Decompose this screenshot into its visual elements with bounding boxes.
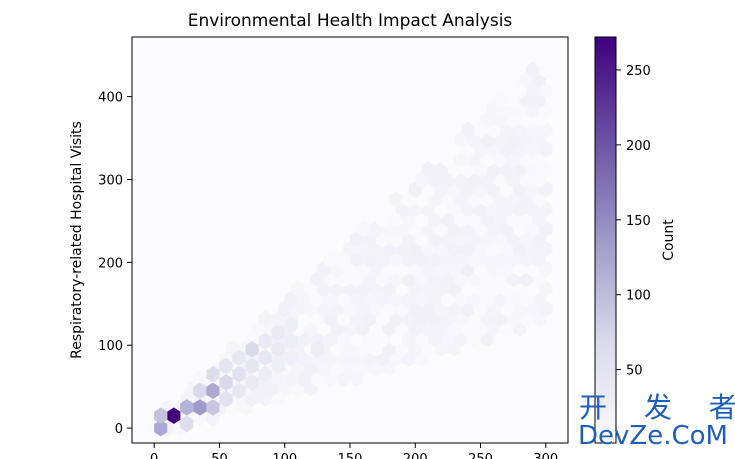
y-tick-label: 200 <box>98 256 123 271</box>
hexbin-cells <box>154 316 324 437</box>
x-tick-label: 250 <box>468 452 493 459</box>
hexbin-cell <box>284 316 298 333</box>
hexbin-cell <box>193 382 207 399</box>
colorbar-tick-label: 50 <box>626 364 643 379</box>
hexbin-cell <box>180 415 194 433</box>
hexbin-cell <box>245 341 259 358</box>
hexbin-cell <box>245 357 259 375</box>
hexbin-cell <box>421 161 435 178</box>
hexbin-cell <box>323 250 337 268</box>
y-tick-label: 100 <box>98 339 123 354</box>
hexbin-cell <box>193 399 207 416</box>
hexbin-cell <box>284 349 298 366</box>
hexbin-cell <box>219 357 233 375</box>
hexbin-cell <box>258 310 272 327</box>
colorbar <box>594 36 617 444</box>
hexbin-cell <box>232 382 246 399</box>
x-tick-label: 200 <box>403 452 428 459</box>
y-tick-label: 0 <box>115 422 123 437</box>
hexbin-cell <box>539 61 553 79</box>
hexbin-cell <box>180 399 194 416</box>
x-tick-label: 150 <box>338 452 363 459</box>
hexbin-cell <box>271 341 285 358</box>
y-tick-label: 300 <box>98 174 123 189</box>
colorbar-tick-label: 150 <box>626 214 651 229</box>
hexbin-cell <box>206 399 220 416</box>
watermark-logo: 开 发 者 DevZe.CoM <box>576 392 735 459</box>
hexbin-cell <box>206 382 220 399</box>
hexbin-cell <box>284 332 298 350</box>
hexbin-cell <box>154 407 168 424</box>
hexbin-cell <box>167 407 181 424</box>
hexbin-cell <box>219 390 233 408</box>
y-tick-label: 400 <box>98 91 123 106</box>
x-tick-label: 0 <box>150 452 158 459</box>
hexbin-cell <box>206 366 220 383</box>
x-axis: 0 50 100 150 200 250 300 <box>150 443 558 459</box>
hexbin-cell <box>271 357 285 375</box>
hexbin-cell <box>258 332 272 350</box>
hexbin-cell <box>245 374 259 391</box>
hexbin-cell <box>356 221 370 238</box>
x-tick-label: 300 <box>533 452 558 459</box>
watermark-site-text: DevZe.CoM <box>578 421 728 451</box>
colorbar-tick-label: 100 <box>626 289 651 304</box>
hexbin-cell <box>389 191 403 208</box>
hexbin-cell <box>460 121 475 138</box>
y-axis-label: Respiratory-related Hospital Visits <box>69 121 85 359</box>
hexbin-cell <box>258 366 272 383</box>
colorbar-tick-label: 200 <box>626 139 651 154</box>
hexbin-cell <box>310 341 324 358</box>
hexbin-cell <box>219 374 233 391</box>
colorbar-ticks: 50 100 150 200 250 <box>616 64 651 379</box>
hexbin-cell <box>291 280 305 298</box>
watermark-chinese-text: 开 发 者 <box>579 391 735 424</box>
hexbin-cell <box>154 419 168 437</box>
hexbin-cell <box>258 349 272 366</box>
hexbin-cell <box>526 61 540 79</box>
y-axis: 0 100 200 300 400 <box>98 91 132 437</box>
hexbin-cell <box>232 366 246 383</box>
x-tick-label: 100 <box>272 452 297 459</box>
chart-title: Environmental Health Impact Analysis <box>188 11 513 31</box>
hexbin-cell <box>271 324 285 341</box>
colorbar-label: Count <box>661 219 677 261</box>
hexbin-cell <box>193 370 207 387</box>
hexbin-cell <box>232 349 246 366</box>
hexbin-cell <box>493 91 507 109</box>
colorbar-tick-label: 250 <box>626 64 651 79</box>
x-tick-label: 50 <box>211 452 228 459</box>
